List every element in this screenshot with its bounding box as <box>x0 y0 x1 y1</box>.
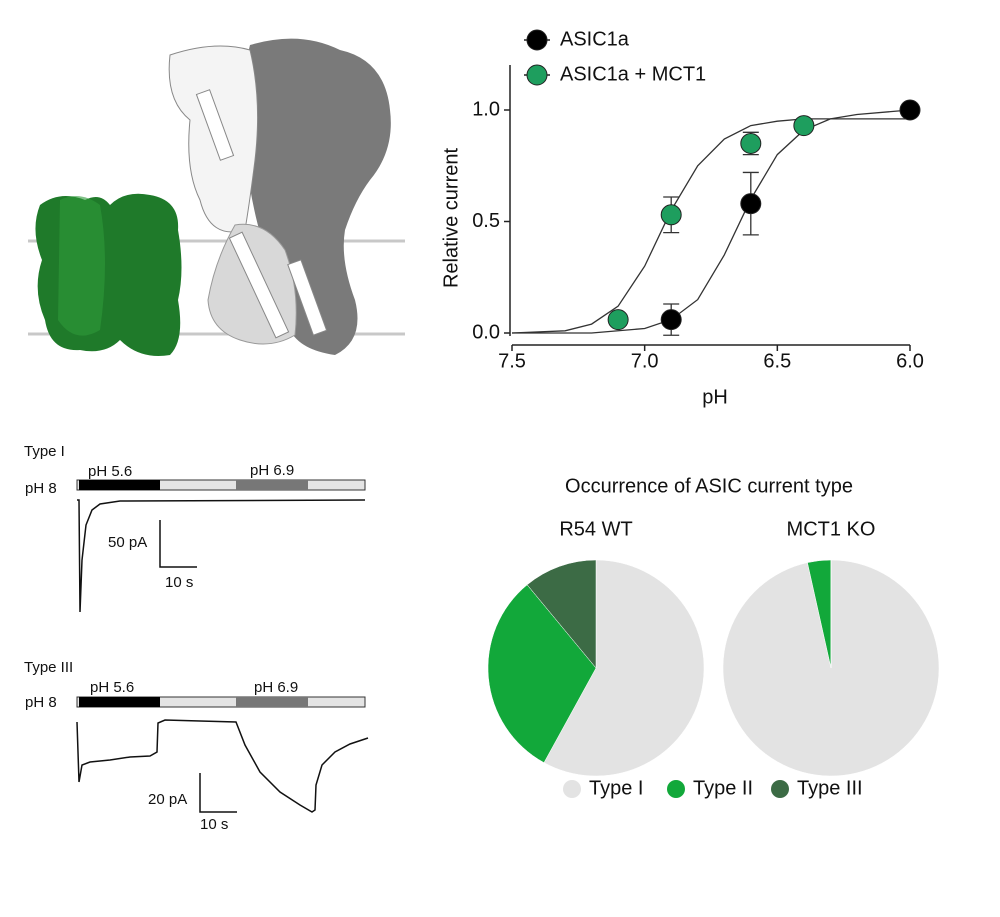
scale-label: 10 s <box>165 574 193 591</box>
data-point <box>660 309 682 331</box>
baseline-label: pH 8 <box>25 480 57 497</box>
legend-marker <box>771 780 789 798</box>
legend-label: Type I <box>589 777 643 799</box>
trace-label: Type I <box>24 443 65 460</box>
scale-label: 20 pA <box>148 791 187 808</box>
step-label: pH 6.9 <box>254 679 298 696</box>
step-label: pH 5.6 <box>88 463 132 480</box>
step-label: pH 5.6 <box>90 679 134 696</box>
legend-marker <box>667 780 685 798</box>
x-tick-label: 7.0 <box>631 350 659 372</box>
trace-panel: Type I pH 8 pH 5.6 pH 6.9 50 pA 10 s Typ… <box>24 443 369 833</box>
y-tick-label: 1.0 <box>472 98 500 120</box>
scale-label: 50 pA <box>108 534 147 551</box>
structure-illustration <box>28 38 405 356</box>
scale-label: 10 s <box>200 816 228 833</box>
fit-curve <box>511 118 910 334</box>
y-axis-label: Relative current <box>440 148 462 289</box>
pie-title: R54 WT <box>559 518 632 540</box>
y-tick-label: 0.0 <box>472 321 500 343</box>
data-point <box>740 193 762 215</box>
pie-slice <box>526 559 597 669</box>
legend-label: Type III <box>797 777 863 799</box>
y-tick-label: 0.5 <box>472 210 500 232</box>
legend-marker <box>526 29 548 51</box>
baseline-label: pH 8 <box>25 694 57 711</box>
data-point <box>793 115 815 137</box>
pie-title: MCT1 KO <box>787 518 876 540</box>
legend-marker <box>526 64 548 86</box>
x-tick-label: 6.0 <box>896 350 924 372</box>
legend-marker <box>563 780 581 798</box>
legend-label: ASIC1a <box>560 28 630 50</box>
data-point <box>607 309 629 331</box>
pie-slice <box>543 559 705 777</box>
data-point <box>899 99 921 121</box>
trace-label: Type III <box>24 659 73 676</box>
pie-slice <box>487 584 597 763</box>
data-point <box>660 204 682 226</box>
x-tick-label: 6.5 <box>763 350 791 372</box>
pie-panel-title: Occurrence of ASIC current type <box>565 475 853 497</box>
legend-label: ASIC1a + MCT1 <box>560 63 706 85</box>
data-point <box>740 132 762 154</box>
step-label: pH 6.9 <box>250 462 294 479</box>
fit-curve <box>512 109 911 334</box>
x-tick-label: 7.5 <box>498 350 526 372</box>
x-axis-label: pH <box>702 386 728 408</box>
legend-label: Type II <box>693 777 753 799</box>
